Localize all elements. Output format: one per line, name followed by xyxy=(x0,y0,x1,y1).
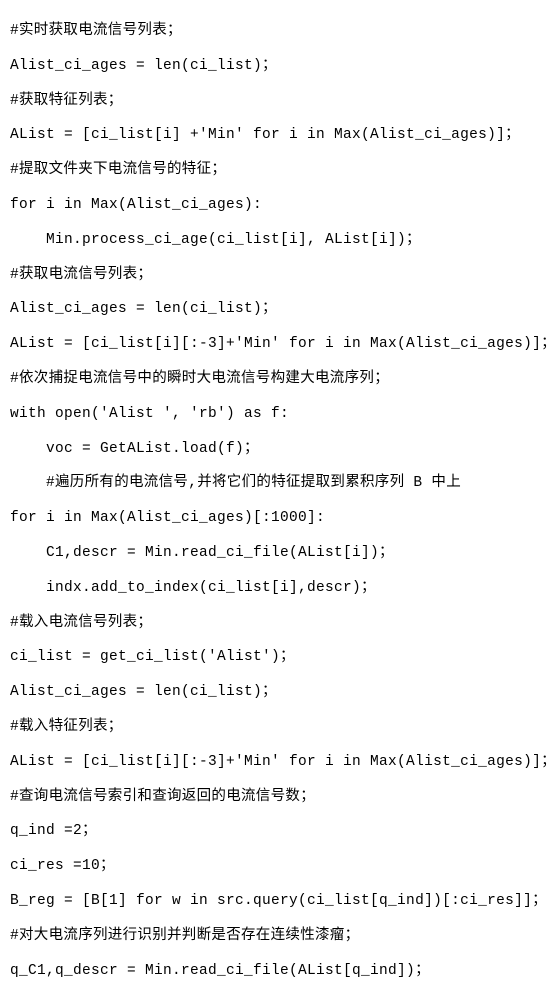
code-line: #获取电流信号列表； xyxy=(10,258,548,293)
code-line: indx.add_to_index(ci_list[i],descr)； xyxy=(10,571,548,606)
code-line: with open('Alist ', 'rb') as f: xyxy=(10,397,548,432)
code-block: #实时获取电流信号列表；Alist_ci_ages = len(ci_list)… xyxy=(10,14,548,988)
code-line: q_C1,q_descr = Min.read_ci_file(AList[q_… xyxy=(10,954,548,989)
code-line: q_ind =2； xyxy=(10,814,548,849)
code-line: B_reg = [B[1] for w in src.query(ci_list… xyxy=(10,884,548,919)
code-line: Alist_ci_ages = len(ci_list)； xyxy=(10,292,548,327)
code-line: #载入特征列表； xyxy=(10,710,548,745)
code-line: for i in Max(Alist_ci_ages)[:1000]: xyxy=(10,501,548,536)
code-line: Alist_ci_ages = len(ci_list)； xyxy=(10,675,548,710)
code-line: #实时获取电流信号列表； xyxy=(10,14,548,49)
code-line: voc = GetAList.load(f)； xyxy=(10,432,548,467)
code-line: #依次捕捉电流信号中的瞬时大电流信号构建大电流序列； xyxy=(10,362,548,397)
code-line: AList = [ci_list[i][:-3]+'Min' for i in … xyxy=(10,745,548,780)
code-line: ci_list = get_ci_list('Alist')； xyxy=(10,640,548,675)
code-line: AList = [ci_list[i] +'Min' for i in Max(… xyxy=(10,118,548,153)
code-line: AList = [ci_list[i][:-3]+'Min' for i in … xyxy=(10,327,548,362)
code-line: #载入电流信号列表； xyxy=(10,606,548,641)
code-line: C1,descr = Min.read_ci_file(AList[i])； xyxy=(10,536,548,571)
code-line: #遍历所有的电流信号,并将它们的特征提取到累积序列 B 中上 xyxy=(10,466,548,501)
code-line: Alist_ci_ages = len(ci_list)； xyxy=(10,49,548,84)
code-line: #提取文件夹下电流信号的特征； xyxy=(10,153,548,188)
code-line: #查询电流信号索引和查询返回的电流信号数； xyxy=(10,780,548,815)
code-line: ci_res =10； xyxy=(10,849,548,884)
code-line: for i in Max(Alist_ci_ages): xyxy=(10,188,548,223)
code-line: Min.process_ci_age(ci_list[i], AList[i])… xyxy=(10,223,548,258)
code-line: #对大电流序列进行识别并判断是否存在连续性漆瘤； xyxy=(10,919,548,954)
code-line: #获取特征列表； xyxy=(10,84,548,119)
